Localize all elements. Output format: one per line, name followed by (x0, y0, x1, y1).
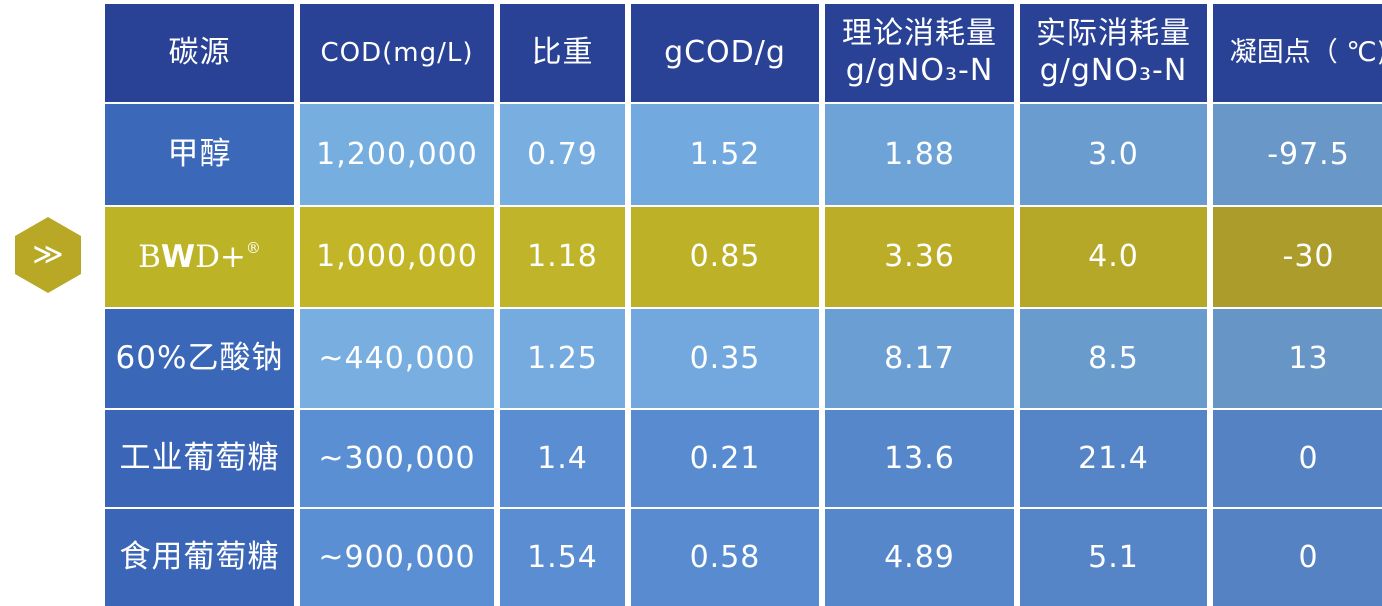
row-cod: ~440,000 (300, 309, 494, 408)
row-carbon-source-brand: BWD+® (105, 207, 294, 307)
row-carbon-source: 60%乙酸钠 (105, 309, 294, 408)
row-specific-gravity: 1.4 (500, 410, 625, 507)
row-cod: ~300,000 (300, 410, 494, 507)
carbon-source-comparison-table: 碳源 COD(mg/L) 比重 gCOD/g 理论消耗量 g/gNO₃-N 实际… (105, 4, 1382, 606)
header-theoretical-unit: g/gNO₃-N (845, 53, 994, 88)
row-actual-consumption: 8.5 (1020, 309, 1207, 408)
highlight-marker-hexagon: ≫ (15, 217, 81, 293)
row-gcod: 1.52 (631, 104, 819, 205)
row-gcod: 0.85 (631, 207, 819, 307)
header-freezing-point: 凝固点（ ℃) (1213, 4, 1382, 102)
row-freezing-point: -30 (1213, 207, 1382, 307)
row-freezing-point: -97.5 (1213, 104, 1382, 205)
row-actual-consumption: 3.0 (1020, 104, 1207, 205)
row-theoretical-consumption: 8.17 (825, 309, 1014, 408)
header-gcod-per-g: gCOD/g (631, 4, 819, 102)
row-actual-consumption: 4.0 (1020, 207, 1207, 307)
double-chevron-right-icon: ≫ (32, 237, 64, 272)
row-theoretical-consumption: 13.6 (825, 410, 1014, 507)
row-specific-gravity: 0.79 (500, 104, 625, 205)
header-actual-unit: g/gNO₃-N (1039, 53, 1188, 88)
header-carbon-source: 碳源 (105, 4, 294, 102)
row-freezing-point: 13 (1213, 309, 1382, 408)
row-freezing-point: 0 (1213, 509, 1382, 606)
header-theoretical-label: 理论消耗量 (842, 16, 997, 52)
row-actual-consumption: 21.4 (1020, 410, 1207, 507)
header-actual-label: 实际消耗量 (1036, 16, 1191, 52)
row-carbon-source: 工业葡萄糖 (105, 410, 294, 507)
row-theoretical-consumption: 4.89 (825, 509, 1014, 606)
row-gcod: 0.21 (631, 410, 819, 507)
brand-logo-text: BWD+® (138, 238, 261, 275)
row-actual-consumption: 5.1 (1020, 509, 1207, 606)
header-specific-gravity: 比重 (500, 4, 625, 102)
row-theoretical-consumption: 1.88 (825, 104, 1014, 205)
row-specific-gravity: 1.25 (500, 309, 625, 408)
row-freezing-point: 0 (1213, 410, 1382, 507)
row-cod: 1,200,000 (300, 104, 494, 205)
row-gcod: 0.58 (631, 509, 819, 606)
header-actual-consumption: 实际消耗量 g/gNO₃-N (1020, 4, 1207, 102)
row-gcod: 0.35 (631, 309, 819, 408)
row-specific-gravity: 1.18 (500, 207, 625, 307)
row-carbon-source: 食用葡萄糖 (105, 509, 294, 606)
row-carbon-source: 甲醇 (105, 104, 294, 205)
header-cod: COD(mg/L) (300, 4, 494, 102)
row-specific-gravity: 1.54 (500, 509, 625, 606)
row-theoretical-consumption: 3.36 (825, 207, 1014, 307)
row-cod: ~900,000 (300, 509, 494, 606)
row-cod: 1,000,000 (300, 207, 494, 307)
header-theoretical-consumption: 理论消耗量 g/gNO₃-N (825, 4, 1014, 102)
